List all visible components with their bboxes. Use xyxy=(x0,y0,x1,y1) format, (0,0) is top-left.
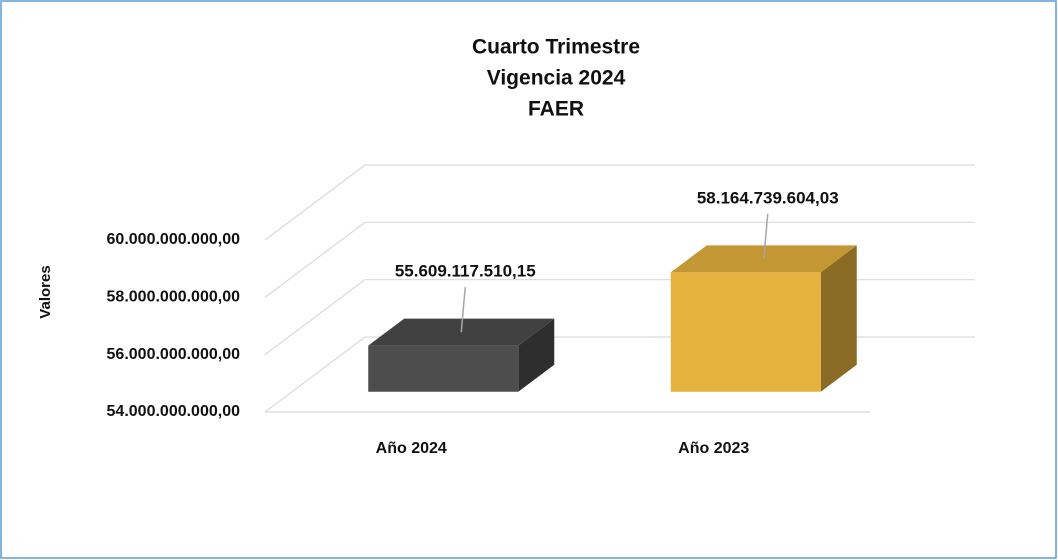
bar-side xyxy=(820,245,857,392)
chart-title: Cuarto Trimestre xyxy=(472,36,640,59)
bar xyxy=(670,272,821,392)
grid-line xyxy=(264,164,975,241)
y-tick-label: 60.000.000.000,00 xyxy=(107,231,241,248)
x-tick-label: Año 2024 xyxy=(376,440,447,457)
y-tick-label: 56.000.000.000,00 xyxy=(107,346,241,363)
x-tick-label: Año 2023 xyxy=(678,440,749,457)
grid-line xyxy=(264,221,975,298)
leader-line xyxy=(460,287,466,333)
bar xyxy=(368,345,519,392)
data-label: 55.609.117.510,15 xyxy=(395,262,536,281)
chart-title: Vigencia 2024 xyxy=(487,67,626,90)
leader-line xyxy=(763,213,769,259)
chart-title: FAER xyxy=(528,98,584,121)
y-tick-label: 54.000.000.000,00 xyxy=(107,403,241,420)
y-axis-label: Valores xyxy=(37,265,54,318)
data-label: 58.164.739.604,03 xyxy=(697,188,839,207)
bar-side xyxy=(518,318,555,392)
y-tick-label: 58.000.000.000,00 xyxy=(107,289,241,306)
